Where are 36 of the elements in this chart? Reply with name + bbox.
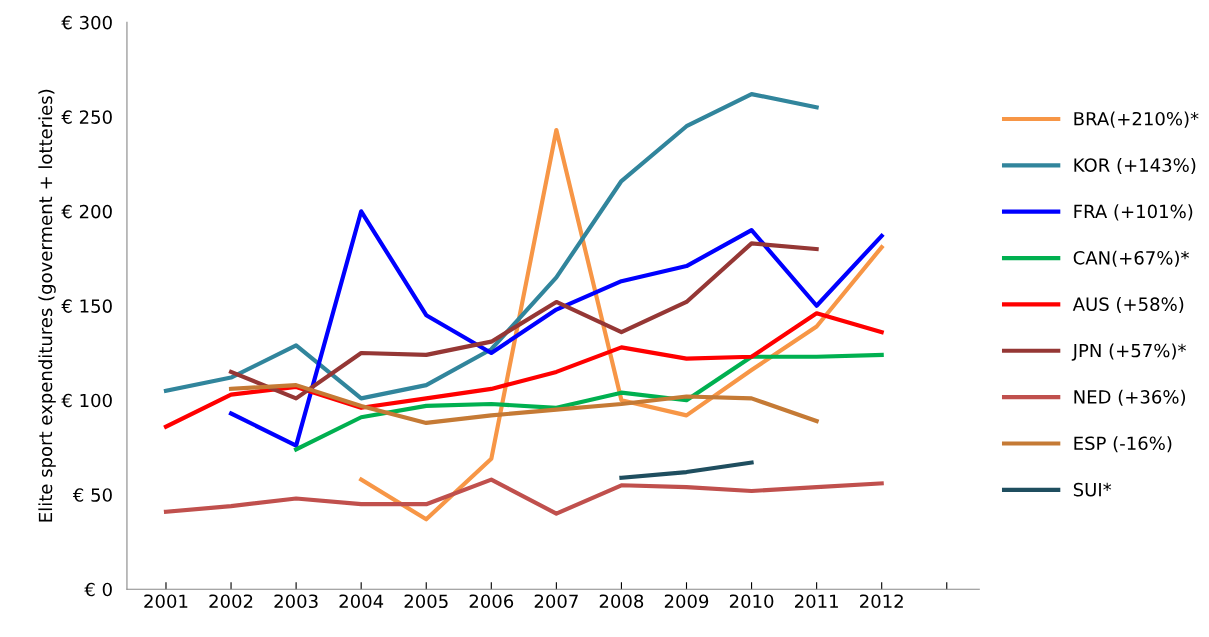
- y-tick-label: € 100: [61, 393, 112, 408]
- x-tick-label: 2007: [534, 594, 578, 609]
- line-series: [228, 383, 819, 426]
- line-series: [163, 477, 884, 516]
- x-tick-label: 2005: [404, 594, 448, 609]
- x-tick-label: 2010: [729, 594, 774, 609]
- x-tick-label: 2009: [664, 594, 709, 609]
- line-series: [359, 127, 884, 522]
- legend-label: CAN(+67%)*: [1073, 250, 1189, 267]
- y-tick-label: € 150: [61, 299, 112, 313]
- x-tick-label: 2002: [209, 594, 253, 609]
- x-tick-label: 2012: [860, 594, 903, 609]
- legend-label: JPN (+57%)*: [1071, 343, 1186, 361]
- y-tick-label: € 300: [61, 15, 112, 30]
- legend-label: BRA(+210%)*: [1074, 111, 1199, 128]
- y-tick-label: € 0: [84, 582, 112, 597]
- y-axis-title: Elite sport expenditures (goverment + lotteries): [38, 89, 56, 522]
- x-tick-label: 2004: [339, 594, 384, 609]
- y-tick-label: € 200: [61, 204, 112, 219]
- x-tick-label: 2001: [144, 594, 188, 609]
- line-series: [228, 209, 884, 448]
- line-series: [163, 92, 819, 401]
- x-tick-label: 2006: [469, 594, 514, 609]
- x-tick-label: 2008: [599, 594, 644, 609]
- line-series: [294, 352, 884, 452]
- legend-label: SUI*: [1073, 482, 1112, 497]
- legend-label: NED (+36%): [1074, 389, 1186, 406]
- x-tick-label: 2011: [794, 594, 838, 609]
- line-series: [228, 241, 819, 401]
- x-tick-label: 2003: [274, 594, 318, 609]
- y-tick-label: € 250: [61, 110, 112, 124]
- legend-label: KOR (+143%): [1074, 157, 1196, 175]
- legend-label: AUS (+58%): [1072, 297, 1184, 314]
- y-tick-label: € 50: [72, 488, 112, 502]
- legend-label: ESP (-16%): [1074, 436, 1172, 453]
- legend-label: FRA (+101%): [1074, 204, 1193, 221]
